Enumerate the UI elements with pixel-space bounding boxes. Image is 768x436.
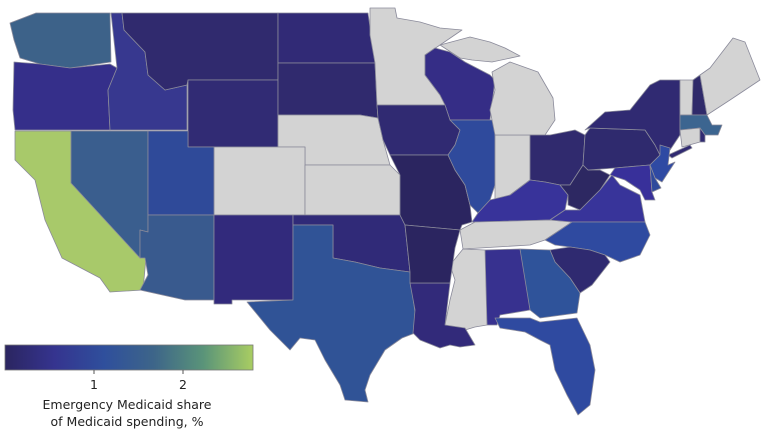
state-iowa[interactable] [376, 104, 461, 156]
state-new-jersey[interactable] [649, 144, 676, 183]
state-texas[interactable] [246, 224, 417, 403]
state-maine[interactable] [699, 37, 761, 116]
state-michigan-upper[interactable] [439, 36, 521, 63]
state-louisiana[interactable] [409, 282, 476, 349]
legend-title: Emergency Medicaid share of Medicaid spe… [0, 396, 254, 430]
state-arkansas[interactable] [404, 224, 461, 284]
legend-title-line2: of Medicaid spending, % [50, 414, 204, 429]
state-vermont[interactable] [679, 79, 694, 116]
state-michigan-lower[interactable] [489, 61, 556, 136]
legend-color-bar [4, 344, 254, 371]
state-north-carolina[interactable] [544, 221, 651, 263]
legend-title-line1: Emergency Medicaid share [42, 397, 212, 412]
state-kansas[interactable] [304, 164, 401, 216]
state-arizona[interactable] [139, 214, 215, 301]
state-rhode-island[interactable] [699, 127, 706, 143]
state-south-dakota[interactable] [277, 62, 379, 119]
state-connecticut[interactable] [679, 127, 701, 148]
state-washington[interactable] [9, 12, 112, 69]
legend-tick-label-1: 1 [90, 377, 98, 392]
state-north-dakota[interactable] [277, 12, 376, 64]
state-new-mexico[interactable] [213, 214, 294, 305]
state-delaware[interactable] [649, 164, 662, 193]
state-west-virginia[interactable] [559, 164, 611, 211]
state-wyoming[interactable] [187, 79, 279, 148]
state-colorado[interactable] [213, 146, 306, 216]
state-oregon[interactable] [12, 61, 118, 131]
state-new-york-long-island[interactable] [667, 144, 693, 159]
state-florida[interactable] [494, 317, 596, 416]
legend-tick-label-2: 2 [179, 377, 187, 392]
